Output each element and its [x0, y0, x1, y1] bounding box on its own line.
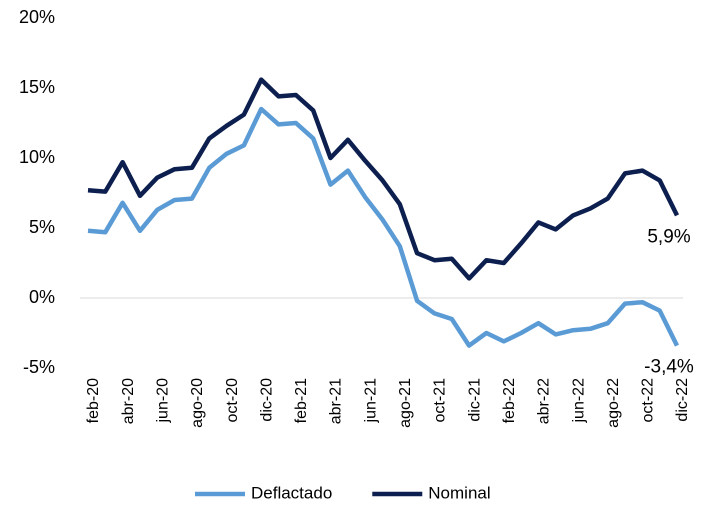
y-tick-label: 5% — [29, 217, 55, 237]
x-tick-label: jun-22 — [570, 378, 587, 424]
series-line — [87, 77, 680, 281]
x-tick-label: feb-22 — [501, 378, 518, 423]
y-tick-label: 20% — [19, 7, 55, 27]
x-tick-label: jun-20 — [155, 378, 172, 424]
x-tick-label: ago-22 — [605, 378, 622, 428]
y-tick-label: -5% — [23, 357, 55, 377]
legend-label: Deflactado — [251, 483, 332, 502]
y-tick-label: 0% — [29, 287, 55, 307]
y-tick-label: 15% — [19, 77, 55, 97]
x-tick-label: oct-22 — [640, 378, 657, 423]
x-tick-label: ago-20 — [189, 378, 206, 428]
x-tick-label: dic-20 — [258, 378, 275, 422]
x-tick-label: abr-22 — [536, 378, 553, 424]
x-tick-label: oct-21 — [432, 378, 449, 423]
annotation: -3,4% — [644, 357, 694, 378]
x-tick-label: ago-21 — [397, 378, 414, 428]
x-tick-label: feb-21 — [293, 378, 310, 423]
legend-label: Nominal — [428, 483, 490, 502]
y-tick-label: 10% — [19, 147, 55, 167]
x-tick-label: oct-20 — [224, 378, 241, 423]
x-tick-label: abr-21 — [328, 378, 345, 424]
series-line — [87, 106, 680, 348]
x-tick-label: dic-22 — [674, 378, 691, 422]
x-tick-label: abr-20 — [120, 378, 137, 424]
annotation: 5,9% — [647, 226, 690, 247]
x-tick-label: dic-21 — [466, 378, 483, 422]
x-tick-label: jun-21 — [362, 378, 379, 424]
x-tick-label: feb-20 — [85, 378, 102, 423]
